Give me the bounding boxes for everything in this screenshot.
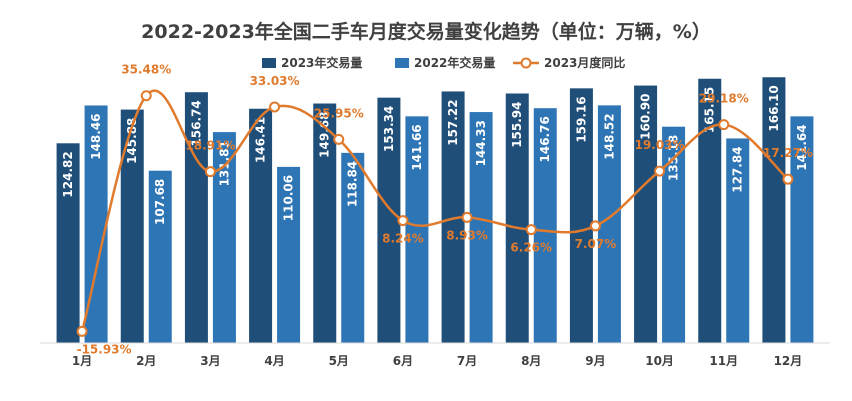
bar-2023-2 [120,109,144,343]
bar-2022-8 [533,108,557,344]
bar-2022-10 [662,126,686,343]
legend-label-3: 2023月度同比 [544,55,625,70]
bar-label-2023-7: 157.22 [446,99,460,145]
bar-label-2022-8: 146.76 [538,116,552,162]
category-label-6: 6月 [393,354,413,368]
bar-2022-12 [790,116,814,343]
yoy-label-5: 25.95% [314,106,364,120]
bar-label-2022-11: 127.84 [731,146,745,192]
bar-2022-4 [277,166,301,343]
category-label-9: 9月 [585,354,605,368]
bar-label-2023-11: 165.15 [703,87,717,133]
yoy-point-2 [140,90,152,102]
bar-2023-8 [505,93,529,343]
yoy-label-4: 33.03% [250,74,300,88]
legend: 2023年交易量 2022年交易量 2023月度同比 [262,55,625,70]
category-label-12: 12月 [774,354,803,368]
legend-swatch-1 [262,58,276,68]
chart-title: 2022-2023年全国二手车月度交易量变化趋势（单位：万辆，%） [141,20,711,43]
bar-2022-5 [341,152,365,343]
bar-2022-3 [212,132,236,343]
category-label-8: 8月 [521,354,541,368]
bar-2023-12 [762,77,786,344]
bar-label-2023-2: 145.88 [125,118,139,164]
category-label-2: 2月 [136,354,156,368]
bar-label-2023-12: 166.10 [767,85,781,131]
legend-marker [520,57,532,69]
bar-label-2022-9: 148.52 [602,113,616,159]
bar-label-2022-4: 110.06 [282,175,296,221]
bar-label-2023-6: 153.34 [382,106,396,152]
yoy-label-2: 35.48% [121,63,171,77]
x-axis: 1月 2月 3月 4月 5月 6月 7月 8月 9月 10月 11月 12月 [40,342,830,368]
bar-2022-11 [726,138,750,343]
bar-2022-7 [469,112,493,344]
yoy-label-9: 7.07% [575,237,617,251]
bar-label-2022-3: 131.81 [217,140,231,186]
bar-2023-4 [249,108,273,343]
yoy-label-6: 8.24% [382,232,424,246]
yoy-point-11 [718,119,730,131]
pct-labels: -15.93% 35.48% 18.91% 33.03% 25.95% 8.24% 8.93… [77,63,813,357]
bar-label-2023-9: 159.16 [574,96,588,142]
bar-2022-1 [84,105,108,344]
yoy-point-8 [525,224,537,236]
bar-2023-9 [569,88,593,344]
bar-2023-3 [184,92,208,343]
category-label-5: 5月 [329,354,349,368]
bar-label-2022-1: 148.46 [89,113,103,159]
yoy-point-1 [76,325,88,337]
yoy-point-7 [461,211,473,223]
legend-label-2: 2022年交易量 [414,55,495,70]
bar-2023-5 [313,103,337,344]
yoy-point-9 [589,220,601,232]
yoy-label-1: -15.93% [77,342,132,356]
bar-label-2023-4: 146.41 [254,117,268,163]
bar-label-2022-2: 107.68 [153,179,167,225]
bar-label-2023-1: 124.82 [61,151,75,197]
bar-label-2023-10: 160.90 [639,94,653,140]
yoy-label-11: 29.18% [699,92,749,106]
yoy-label-3: 18.91% [185,139,235,153]
legend-swatch-2 [395,58,409,68]
yoy-label-8: 6.26% [510,241,552,255]
category-label-7: 7月 [457,354,477,368]
bar-label-2022-6: 141.66 [410,124,424,170]
yoy-label-7: 8.93% [446,228,488,242]
category-label-4: 4月 [264,354,284,368]
category-label-1: 1月 [72,354,92,368]
yoy-point-3 [204,166,216,178]
legend-label-1: 2023年交易量 [281,55,362,70]
bar-label-2022-7: 144.33 [474,120,488,166]
bars [56,77,814,344]
bar-2023-1 [56,143,80,343]
bar-2023-10 [634,85,658,343]
bar-2022-2 [148,170,172,343]
bar-2023-6 [377,97,401,343]
yoy-label-12: 17.27% [763,146,813,160]
category-label-10: 10月 [645,354,674,368]
bar-2022-6 [405,116,429,344]
bar-label-2022-12: 141.64 [795,124,809,170]
category-label-11: 11月 [709,354,738,368]
bar-label-2023-8: 155.94 [510,101,524,147]
bar-2023-11 [698,78,722,343]
bar-2022-9 [597,105,621,343]
bar-label-2022-5: 118.84 [346,161,360,207]
yoy-point-4 [269,101,281,113]
yoy-point-5 [333,133,345,145]
yoy-point-6 [397,215,409,227]
bar-2023-7 [441,91,465,343]
yoy-point-10 [654,165,666,177]
yoy-point-12 [782,173,794,185]
bar-label-2023-3: 156.74 [189,100,203,146]
line-layer [76,89,794,337]
bar-labels: 124.82 148.46 145.88 107.68 156.74 131.81 146.… [61,85,809,225]
category-label-3: 3月 [200,354,220,368]
yoy-label-10: 19.03% [635,138,685,152]
